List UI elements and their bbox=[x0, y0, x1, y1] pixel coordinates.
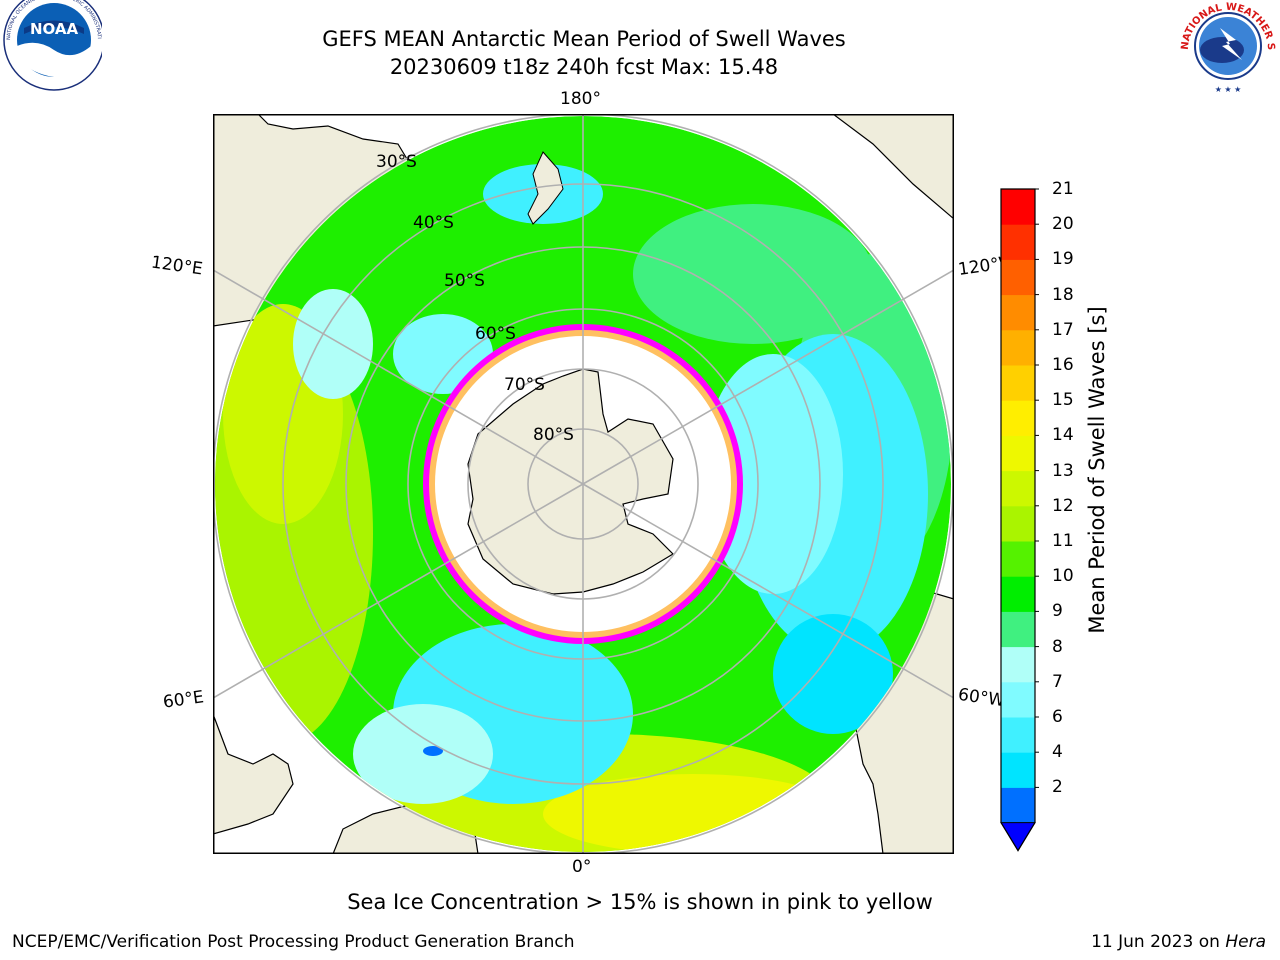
colorbar-swatch bbox=[1001, 365, 1035, 401]
colorbar-swatch bbox=[1001, 752, 1035, 788]
colorbar-under-extend bbox=[1000, 822, 1036, 852]
colorbar-swatch bbox=[1001, 576, 1035, 612]
colorbar-swatch bbox=[1001, 787, 1035, 824]
polar-map bbox=[213, 114, 954, 854]
lon-label-0: 0° bbox=[572, 857, 592, 877]
colorbar-tick-label: 16 bbox=[1052, 355, 1074, 375]
colorbar-tick-label: 6 bbox=[1052, 707, 1063, 727]
colorbar-tick-label: 10 bbox=[1052, 566, 1074, 587]
lon-label-120e: 120°E bbox=[149, 252, 204, 280]
colorbar-tick-label: 13 bbox=[1052, 460, 1074, 481]
colorbar-swatch bbox=[1001, 646, 1035, 683]
colorbar-label: Mean Period of Swell Waves [s] bbox=[1085, 306, 1109, 634]
credit-date-text: 11 Jun 2023 on bbox=[1091, 932, 1226, 952]
sea-ice-note: Sea Ice Concentration > 15% is shown in … bbox=[347, 890, 933, 914]
colorbar-swatch bbox=[1001, 294, 1035, 331]
lon-label-60e: 60°E bbox=[161, 687, 206, 713]
svg-text:★ ★ ★: ★ ★ ★ bbox=[1215, 85, 1242, 94]
credit-host: Hera bbox=[1225, 932, 1266, 952]
colorbar-swatch bbox=[1001, 435, 1035, 472]
colorbar-tick-label: 14 bbox=[1052, 425, 1074, 446]
lat-label-30s: 30°S bbox=[376, 152, 417, 172]
nws-logo: NATIONAL WEATHER SERVICE ★ ★ ★ bbox=[1176, 0, 1276, 94]
colorbar-swatch bbox=[1001, 681, 1035, 718]
lat-label-70s: 70°S bbox=[504, 375, 545, 395]
colorbar-tick-label: 9 bbox=[1052, 601, 1063, 622]
colorbar-tick-label: 2 bbox=[1052, 777, 1063, 798]
colorbar-tick-label: 12 bbox=[1052, 495, 1074, 516]
colorbar-swatch bbox=[1001, 541, 1035, 577]
colorbar-swatch bbox=[1001, 329, 1035, 366]
colorbar-swatch bbox=[1001, 717, 1035, 753]
colorbar-tick-label: 18 bbox=[1052, 284, 1074, 305]
colorbar-tick-label: 4 bbox=[1052, 742, 1063, 763]
credit-branch: NCEP/EMC/Verification Post Processing Pr… bbox=[12, 932, 575, 952]
colorbar-tick-label: 8 bbox=[1052, 636, 1063, 657]
lat-label-60s: 60°S bbox=[475, 324, 516, 344]
colorbar-tick-label: 17 bbox=[1052, 319, 1074, 340]
noaa-logo: NOAA NATIONAL OCEANIC AND ATMOSPHERIC AD… bbox=[2, 0, 102, 91]
lat-label-50s: 50°S bbox=[444, 271, 485, 291]
credit-date: 11 Jun 2023 on Hera bbox=[1091, 932, 1266, 952]
colorbar-tick-label: 7 bbox=[1052, 671, 1063, 692]
colorbar-outline bbox=[1000, 188, 1036, 852]
colorbar-swatch bbox=[1001, 224, 1035, 260]
colorbar-swatch bbox=[1001, 505, 1035, 542]
colorbar-tick-label: 15 bbox=[1052, 390, 1074, 411]
lon-label-180: 180° bbox=[560, 89, 601, 109]
colorbar-swatch bbox=[1001, 611, 1035, 648]
colorbar-swatch bbox=[1001, 189, 1035, 225]
colorbar-swatch bbox=[1001, 470, 1035, 507]
colorbar-swatch bbox=[1001, 400, 1035, 436]
colorbar-tick-label: 21 bbox=[1052, 179, 1074, 199]
colorbar-swatch bbox=[1001, 259, 1035, 296]
chart-title: GEFS MEAN Antarctic Mean Period of Swell… bbox=[322, 27, 846, 51]
lat-label-40s: 40°S bbox=[413, 213, 454, 233]
chart-subtitle: 20230609 t18z 240h fcst Max: 15.48 bbox=[389, 55, 779, 79]
noaa-logo-text: NOAA bbox=[30, 20, 79, 38]
colorbar bbox=[1000, 188, 1039, 852]
lat-label-80s: 80°S bbox=[533, 425, 574, 445]
colorbar-tick-label: 19 bbox=[1052, 249, 1074, 270]
colorbar-tick-label: 11 bbox=[1052, 531, 1074, 551]
colorbar-tick-label: 20 bbox=[1052, 214, 1074, 235]
lon-label-60w: 60°W bbox=[956, 684, 1007, 712]
